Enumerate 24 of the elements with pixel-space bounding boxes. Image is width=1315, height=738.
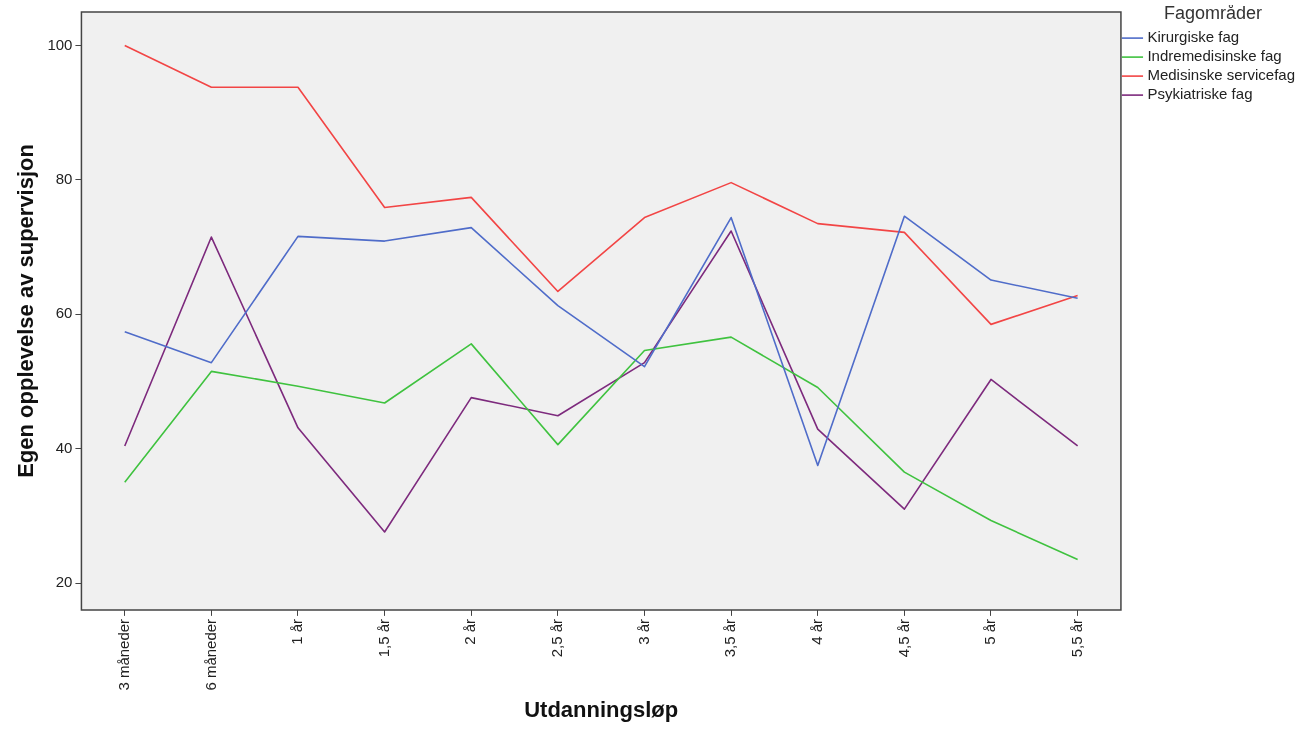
legend-label: Medisinske servicefag (1147, 66, 1295, 84)
legend-label: Indremedisinske fag (1147, 47, 1282, 65)
legend-label: Psykiatriske fag (1147, 85, 1253, 103)
x-tick-label: 1 år (288, 618, 306, 645)
x-tick-label: 2 år (461, 618, 479, 645)
y-tick-label: 80 (55, 170, 73, 188)
legend-title: Fagområder (1163, 2, 1262, 23)
x-tick-label: 1,5 år (374, 618, 392, 658)
x-tick-label: 6 måneder (201, 618, 219, 691)
x-tick-label: 3 måneder (114, 618, 132, 691)
legend-label: Kirurgiske fag (1147, 28, 1240, 46)
x-tick-label: 2,5 år (548, 618, 566, 658)
x-tick-label: 5,5 år (1067, 618, 1085, 658)
y-tick-label: 60 (55, 304, 73, 322)
y-tick-label: 100 (47, 35, 73, 53)
x-tick-label: 4,5 år (894, 618, 912, 658)
y-axis-title: Egen opplevelse av supervisjon (13, 144, 39, 478)
x-axis-title: Utdanningsløp (524, 696, 679, 722)
y-tick-label: 20 (55, 573, 73, 591)
y-tick-label: 40 (55, 438, 73, 456)
x-tick-label: 3 år (634, 618, 652, 645)
x-tick-label: 4 år (807, 618, 825, 645)
x-tick-label: 3,5 år (721, 618, 739, 658)
x-tick-label: 5 år (981, 618, 999, 645)
